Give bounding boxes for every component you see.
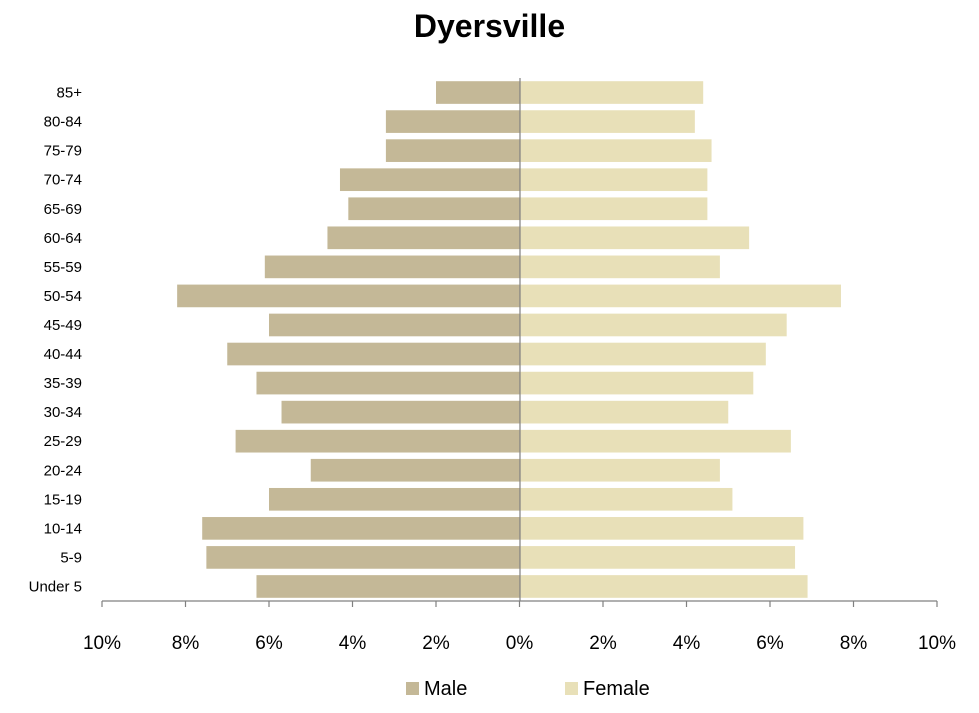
x-tick-label: 6%	[255, 633, 283, 654]
category-label: 75-79	[44, 143, 82, 160]
bar-female-65-69	[519, 197, 708, 221]
category-label: 60-64	[44, 230, 82, 247]
bar-female-45-49	[519, 313, 787, 337]
category-label: 30-34	[44, 404, 82, 421]
x-tick-label: 4%	[673, 633, 701, 654]
bar-male-35-39	[256, 371, 520, 395]
bar-female-75-79	[519, 139, 712, 162]
category-label: 45-49	[44, 317, 82, 334]
legend-swatch-female	[565, 682, 578, 695]
bar-female-55-59	[519, 255, 720, 279]
x-tick-label: 2%	[589, 633, 617, 654]
bar-male-45-49	[269, 313, 520, 337]
x-tick-label: 4%	[339, 633, 367, 654]
bar-female-30-34	[519, 400, 729, 424]
bar-male-55-59	[264, 255, 520, 279]
category-label: 70-74	[44, 172, 82, 189]
x-tick-label: 10%	[83, 633, 121, 654]
category-label: 80-84	[44, 114, 82, 131]
bar-female-85+	[519, 81, 704, 104]
category-label: 5-9	[60, 549, 82, 566]
category-label: 20-24	[44, 462, 82, 479]
bar-male-70-74	[339, 168, 520, 192]
bar-female-5-9	[519, 546, 796, 569]
bar-male-40-44	[227, 342, 520, 366]
axis-layer	[101, 78, 938, 607]
bar-female-under-5	[519, 575, 808, 598]
bar-male-5-9	[206, 546, 520, 569]
bar-male-20-24	[310, 458, 520, 482]
bar-male-50-54	[177, 284, 520, 308]
bar-female-60-64	[519, 226, 750, 250]
labels-layer: Under 5 5-9 10-14 15-19 20-24 25-29 30-34 35-39…	[29, 85, 956, 654]
bar-female-10-14	[519, 517, 804, 540]
bar-male-85+	[436, 81, 520, 104]
bar-female-70-74	[519, 168, 708, 192]
bar-female-20-24	[519, 458, 720, 482]
category-label: 55-59	[44, 259, 82, 276]
bar-male-65-69	[348, 197, 520, 221]
bar-female-25-29	[519, 429, 791, 453]
category-label: 10-14	[44, 520, 82, 537]
x-tick-label: 10%	[918, 633, 956, 654]
category-label: 35-39	[44, 375, 82, 392]
legend-label-female: Female	[583, 678, 650, 700]
bar-male-under-5	[256, 575, 520, 598]
legend-label-male: Male	[424, 678, 467, 700]
category-label: 65-69	[44, 201, 82, 218]
category-label: 40-44	[44, 346, 82, 363]
bar-male-80-84	[385, 110, 520, 133]
bar-male-25-29	[235, 429, 520, 453]
bar-female-50-54	[519, 284, 841, 308]
x-tick-label: 8%	[172, 633, 200, 654]
legend-swatch-male	[406, 682, 419, 695]
bar-male-75-79	[385, 139, 520, 162]
bar-female-80-84	[519, 110, 695, 133]
x-tick-label: 6%	[756, 633, 784, 654]
chart-title: Dyersville	[413, 8, 566, 44]
bar-male-30-34	[281, 400, 520, 424]
bar-female-40-44	[519, 342, 766, 366]
x-tick-label: 0%	[506, 633, 534, 654]
x-tick-label: 8%	[840, 633, 868, 654]
x-tick-label: 2%	[422, 633, 450, 654]
category-label: 50-54	[44, 288, 82, 305]
bar-male-60-64	[327, 226, 520, 250]
category-label: Under 5	[29, 578, 82, 595]
bar-female-35-39	[519, 371, 754, 395]
category-label: 85+	[57, 85, 83, 102]
bars-layer	[177, 81, 841, 598]
bar-female-15-19	[519, 487, 733, 511]
category-label: 15-19	[44, 491, 82, 508]
bar-male-10-14	[202, 517, 520, 540]
category-label: 25-29	[44, 433, 82, 450]
bar-male-15-19	[269, 487, 520, 511]
legend: Male Female	[406, 678, 650, 700]
